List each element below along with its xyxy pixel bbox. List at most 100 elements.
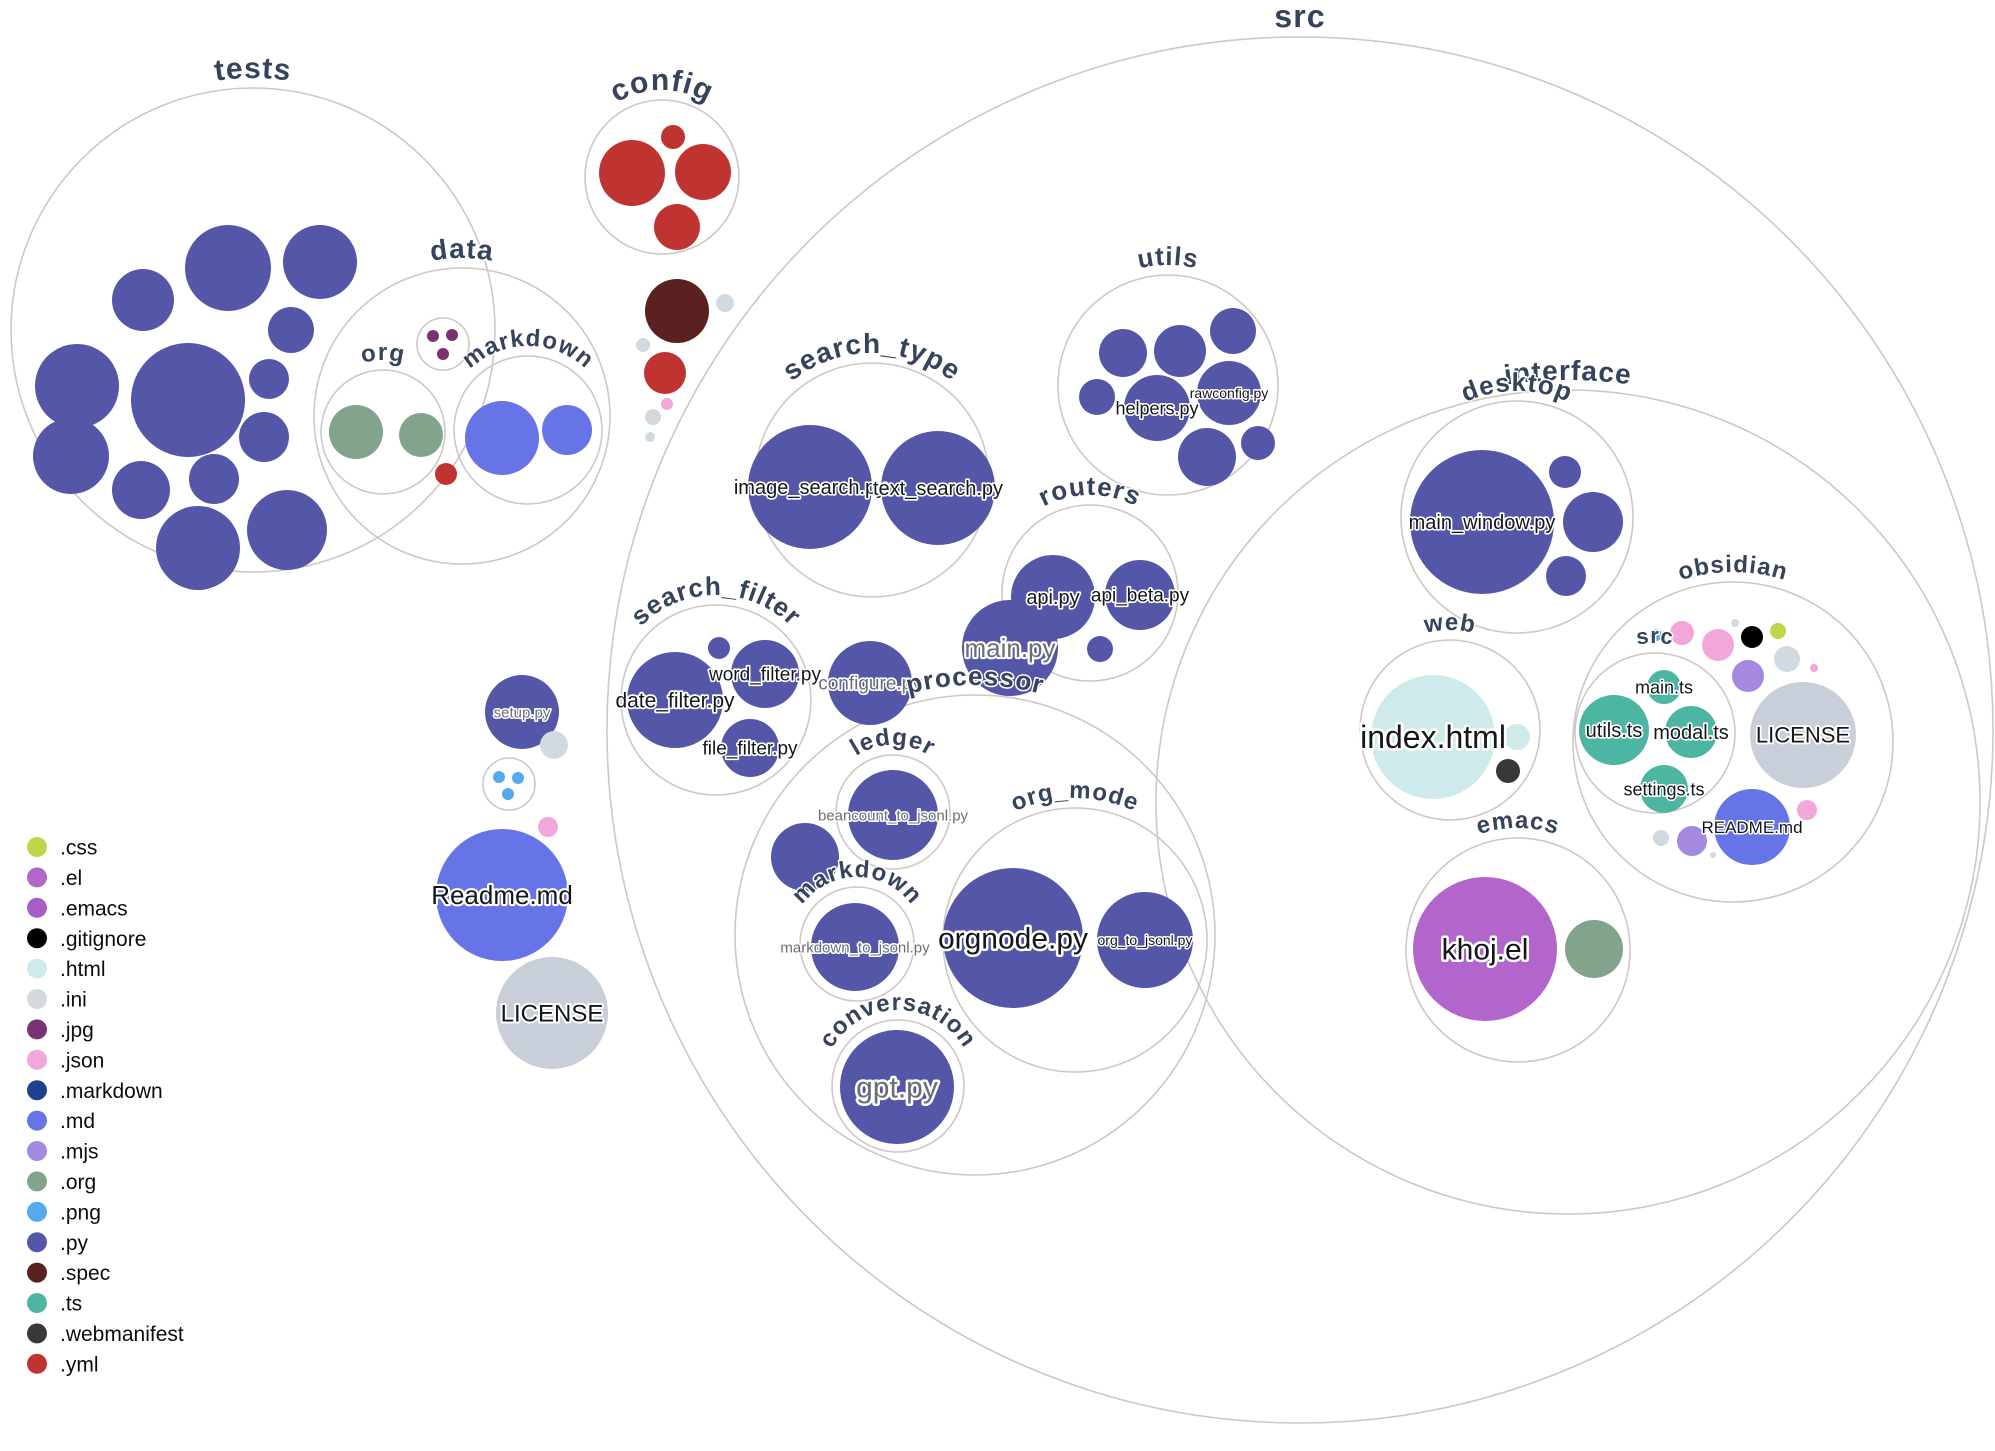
file-circle-api_beta.py xyxy=(1105,560,1175,630)
folder-circle-obsidian-src xyxy=(1574,652,1736,814)
file-circle-modal.ts xyxy=(1665,706,1717,758)
folder-circle-data-jpg-dir xyxy=(416,317,470,371)
folder-circle-tests xyxy=(10,87,496,573)
file-label-main.ts: main.ts xyxy=(1635,677,1693,697)
file-circle-khoj.el xyxy=(1413,877,1557,1021)
legend-label-spec: .spec xyxy=(60,1262,110,1285)
legend-label-el: .el xyxy=(60,867,82,890)
file-dot-.yml-21 xyxy=(599,140,665,206)
file-label-rawconfig.py: rawconfig.py xyxy=(1190,385,1269,401)
folder-circle-routers xyxy=(1001,504,1179,682)
folder-label-search_type: search_type xyxy=(777,328,968,386)
legend-item-mjs: .mjs xyxy=(27,1141,99,1164)
folder-circle-search_filter xyxy=(620,604,812,796)
folder-circle-data xyxy=(313,267,611,565)
file-label-index.html: index.html xyxy=(1360,719,1506,755)
legend-swatch-html-icon xyxy=(27,958,47,979)
legend-item-ts: .ts xyxy=(27,1293,82,1316)
legend-item-jpg: .jpg xyxy=(27,1019,94,1042)
legend-swatch-mjs-icon xyxy=(27,1141,47,1161)
file-label-main.py: main.py xyxy=(964,633,1055,663)
file-dot-.py-58 xyxy=(1241,426,1275,460)
file-label-helpers.py: helpers.py xyxy=(1115,398,1198,418)
file-circle-utils.ts xyxy=(1579,695,1649,765)
folder-circle-utils xyxy=(1057,274,1279,496)
file-dot-.ini-91 xyxy=(1710,852,1716,858)
file-dot-.png-36 xyxy=(502,788,514,800)
legend-label-webmanifest: .webmanifest xyxy=(60,1323,184,1346)
file-circle-date_filter.py xyxy=(627,652,723,748)
file-dot-.py-60 xyxy=(771,823,839,891)
file-dot-.py-9 xyxy=(112,461,170,519)
folder-circle-emacs xyxy=(1405,837,1631,1063)
file-dot-.py-11 xyxy=(156,506,240,590)
folder-label-search_filter: search_filter xyxy=(625,571,808,631)
file-dot-.json-92 xyxy=(1797,800,1817,820)
file-dot-.py-3 xyxy=(35,344,119,428)
file-circle-Readme.md xyxy=(436,829,568,961)
legend-label-yml: .yml xyxy=(60,1353,99,1376)
file-dot-.py-54 xyxy=(1079,379,1115,415)
file-label-org_to_jsonl.py: org_to_jsonl.py xyxy=(1098,932,1193,948)
folder-circle-desktop xyxy=(1400,400,1634,634)
file-dot-.json-81 xyxy=(1670,621,1694,645)
legend-swatch-py-icon xyxy=(27,1232,47,1253)
file-dot-.jpg-19 xyxy=(437,348,449,360)
legend-swatch-el-icon xyxy=(27,867,47,888)
file-circle-rawconfig.py xyxy=(1197,361,1261,425)
file-label-settings.ts: settings.ts xyxy=(1623,779,1704,799)
folder-label-routers: routers xyxy=(1033,471,1146,512)
legend-swatch-jpg-icon xyxy=(27,1019,47,1040)
file-circle-LICENSE xyxy=(1750,682,1856,788)
legend-swatch-markdown-icon xyxy=(27,1080,47,1101)
file-label-modal.ts: modal.ts xyxy=(1653,722,1729,744)
legend-item-gitignore: .gitignore xyxy=(27,928,146,951)
file-label-api.py: api.py xyxy=(1026,587,1079,609)
legend-label-html: .html xyxy=(60,958,106,981)
legend-swatch-md-icon xyxy=(27,1110,47,1131)
file-dot-.ini-30 xyxy=(645,409,661,425)
file-dot-.yml-27 xyxy=(644,352,686,394)
folder-circle-proc-markdown xyxy=(799,886,915,1002)
folder-circle-src xyxy=(606,36,1994,1424)
legend-item-ini: .ini xyxy=(27,989,87,1012)
legend: .css .el .emacs .gitignore .html .ini .jpg .jso… xyxy=(27,837,184,1376)
file-dot-.py-47 xyxy=(708,637,730,659)
file-circle-LICENSE xyxy=(496,957,608,1069)
legend-item-json: .json xyxy=(27,1049,104,1072)
file-label-api_beta.py: api_beta.py xyxy=(1091,586,1190,607)
legend-item-el: .el xyxy=(27,867,82,890)
file-label-image_search.py: image_search.py xyxy=(734,477,886,499)
folder-circle-png-dir xyxy=(482,757,536,811)
folder-circle-interface xyxy=(1155,389,1981,1215)
folder-circles xyxy=(10,36,1994,1424)
legend-item-emacs: .emacs xyxy=(27,897,128,920)
file-label-setup.py: setup.py xyxy=(494,704,551,721)
folder-label-config: config xyxy=(605,64,719,109)
file-dot-.spec-25 xyxy=(645,279,709,343)
file-label-utils.ts: utils.ts xyxy=(1586,720,1643,742)
file-dot-.org-13 xyxy=(329,405,383,459)
file-label-orgnode.py: orgnode.py xyxy=(938,923,1088,956)
file-dot-.py-68 xyxy=(1546,556,1586,596)
file-label-Readme.md: Readme.md xyxy=(431,880,573,910)
file-label-markdown_to_jsonl.py: markdown_to_jsonl.py xyxy=(780,939,930,956)
legend-label-md: .md xyxy=(60,1110,95,1133)
folder-label-web: web xyxy=(1421,609,1478,639)
file-dot-.py-10 xyxy=(189,454,239,504)
legend-item-html: .html xyxy=(27,958,106,981)
folder-circle-conversation xyxy=(831,1019,965,1153)
file-label-khoj.el: khoj.el xyxy=(1442,934,1529,967)
legend-swatch-org-icon xyxy=(27,1171,47,1192)
file-dot-.md-15 xyxy=(465,401,539,475)
file-label-file_filter.py: file_filter.py xyxy=(702,739,798,760)
file-dot-.py-2 xyxy=(112,269,174,331)
file-dot-.org-73 xyxy=(1565,920,1623,978)
file-dot-.ini-28 xyxy=(636,338,650,352)
legend-swatch-ts-icon xyxy=(27,1293,47,1313)
file-labels: setup.py Readme.md LICENSE main.py configure… xyxy=(429,383,1852,1107)
file-dot-.ini-31 xyxy=(645,432,655,442)
file-dot-.py-0 xyxy=(185,225,271,311)
